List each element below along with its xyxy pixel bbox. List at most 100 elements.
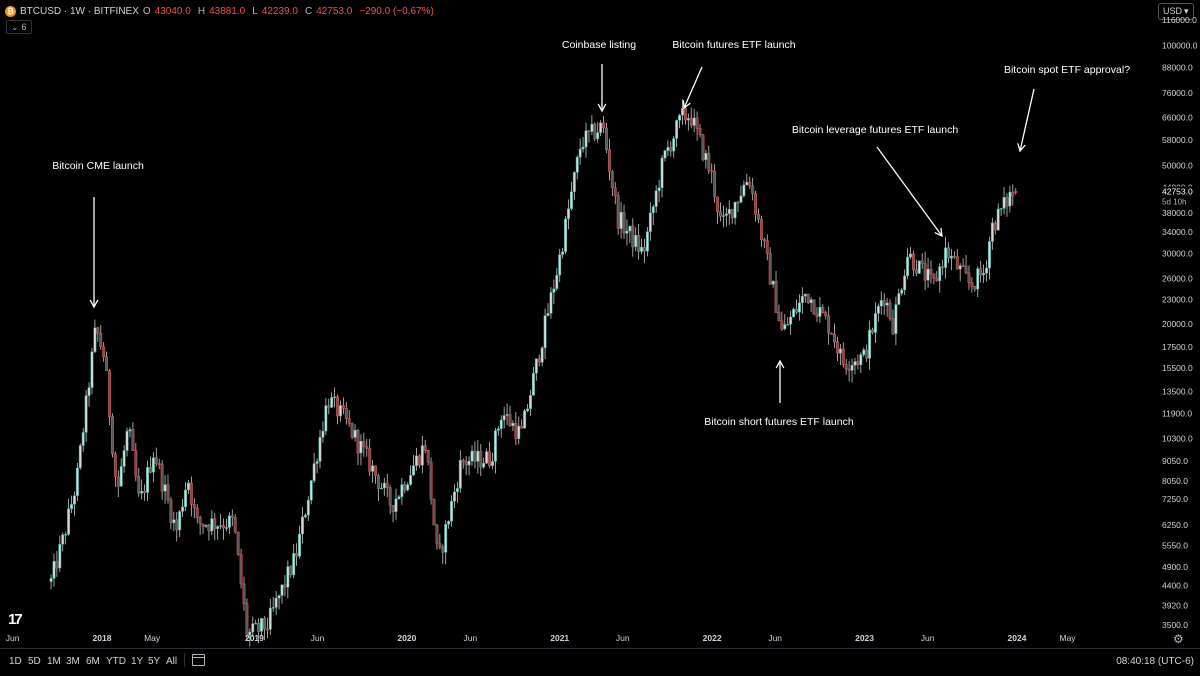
candle-body: [993, 222, 997, 231]
annotation-arrow-shaft: [683, 66, 703, 109]
candle-body: [567, 208, 570, 220]
close-value: 42753.0: [316, 5, 353, 17]
symbol-header[interactable]: ₿ BTCUSD · 1W · BITFINEX O 43040.0 H 43881…: [5, 3, 434, 19]
candle-body: [87, 387, 91, 396]
candle-body: [795, 308, 798, 313]
high-value: 43881.0: [209, 5, 246, 17]
candle-body: [505, 414, 509, 416]
candle-body: [368, 448, 372, 472]
candle-body: [643, 246, 646, 252]
candle-body: [865, 349, 869, 359]
price-tick: 23000.0: [1162, 295, 1193, 305]
candle-body: [277, 595, 281, 599]
candle-body: [420, 445, 424, 466]
candle-body: [251, 623, 255, 633]
candle-body: [154, 457, 158, 464]
time-tick: Jun: [616, 633, 630, 643]
calendar-icon[interactable]: [192, 654, 205, 666]
time-tick: 2022: [703, 633, 722, 643]
candle-body: [534, 358, 538, 374]
candle-body: [882, 300, 886, 306]
range-all[interactable]: All: [166, 656, 178, 667]
price-tick: 10300.0: [1162, 433, 1193, 443]
candle-body: [955, 256, 959, 270]
candle-body: [157, 463, 161, 465]
indicators-toggle[interactable]: ⌄ 6: [6, 20, 32, 34]
candle-body: [906, 256, 910, 277]
candle-body: [985, 267, 988, 274]
annotation-arrow-shaft: [876, 146, 943, 237]
candle-body: [806, 293, 810, 304]
range-1y[interactable]: 1Y: [131, 656, 144, 667]
candle-body: [856, 361, 860, 366]
candle-body: [137, 476, 141, 494]
candle-body: [517, 425, 521, 440]
candle-body: [853, 361, 857, 366]
candle-body: [75, 467, 79, 496]
candle-body: [742, 184, 746, 196]
candle-body: [306, 500, 310, 516]
candle-body: [473, 450, 477, 462]
price-tick: 3500.0: [1162, 620, 1188, 630]
range-3m[interactable]: 3M: [66, 656, 80, 667]
time-tick: Jun: [463, 633, 477, 643]
candle-body: [242, 583, 246, 604]
candle-body: [175, 519, 179, 531]
candle-body: [254, 622, 258, 625]
candle-body: [721, 215, 725, 217]
range-1m[interactable]: 1M: [47, 656, 61, 667]
candle-body: [552, 288, 556, 293]
candle-body: [625, 230, 629, 234]
candle-body: [210, 518, 214, 532]
candle-body: [151, 457, 155, 473]
candle-body: [362, 440, 366, 447]
candle-body: [593, 123, 597, 140]
time-tick: Jun: [6, 633, 20, 643]
price-axis: 116000.0 100000.0 88000.0 76000.0 66000.0 580…: [1158, 15, 1200, 630]
candle-body: [605, 127, 608, 151]
candle-body: [116, 476, 120, 487]
range-5d[interactable]: 5D: [28, 656, 41, 667]
candle-body: [81, 432, 85, 446]
candle-body: [900, 289, 904, 294]
candle-body: [397, 496, 401, 499]
candle-body: [581, 146, 585, 150]
candle-body: [426, 450, 430, 463]
candle-body: [701, 134, 705, 160]
annotation-arrow-head: [682, 99, 691, 110]
candle-body: [257, 622, 261, 632]
candle-body: [309, 480, 313, 501]
candle-body: [707, 153, 711, 171]
price-change: −290.0 (−0.67%): [359, 5, 434, 17]
candle-body: [148, 467, 152, 473]
candle-body: [610, 171, 614, 189]
range-5y[interactable]: 5Y: [148, 656, 161, 667]
annotation-arrow-head: [934, 227, 943, 238]
candle-body: [432, 499, 436, 526]
range-ytd[interactable]: YTD: [106, 656, 126, 667]
price-tick: 116000.0: [1162, 15, 1197, 25]
candle-body: [496, 428, 500, 431]
gear-icon[interactable]: ⚙: [1173, 632, 1184, 646]
bottom-toolbar: [0, 648, 1200, 676]
candle-body: [935, 277, 939, 282]
candle-body: [827, 315, 831, 334]
candle-body: [897, 293, 901, 305]
candle-body: [786, 324, 790, 326]
clock[interactable]: 08:40:18 (UTC-6): [1116, 656, 1194, 667]
annotation-arrow-head: [1017, 143, 1026, 153]
price-tick: 88000.0: [1162, 63, 1193, 73]
candle-body: [584, 130, 588, 148]
candle-body: [888, 302, 892, 319]
candle-body: [55, 561, 59, 569]
candle-body: [447, 521, 451, 525]
currency-button[interactable]: USD ▾: [1158, 3, 1194, 20]
symbol-title[interactable]: BTCUSD · 1W · BITFINEX: [20, 5, 139, 17]
candle-body: [923, 263, 927, 281]
range-6m[interactable]: 6M: [86, 656, 100, 667]
range-1d[interactable]: 1D: [9, 656, 22, 667]
candle-body: [1005, 196, 1009, 207]
candle-body: [949, 255, 953, 259]
candle-body: [502, 415, 506, 421]
